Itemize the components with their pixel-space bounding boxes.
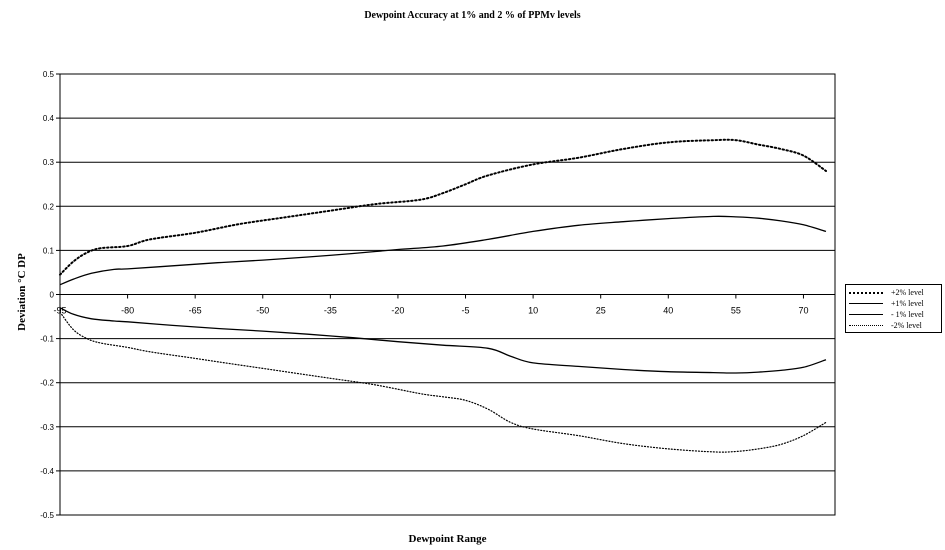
legend-label: -2% level bbox=[891, 321, 922, 330]
x-tick-label: 70 bbox=[798, 306, 808, 316]
y-tick-label: 0.4 bbox=[43, 114, 55, 123]
legend-item-plus-2: +2% level bbox=[849, 287, 938, 298]
x-tick-label: 25 bbox=[596, 306, 606, 316]
x-tick-label: -35 bbox=[324, 306, 337, 316]
y-tick-label: -0.4 bbox=[40, 467, 54, 476]
legend-swatch-solid bbox=[849, 314, 883, 315]
y-tick-label: -0.1 bbox=[40, 335, 54, 344]
x-tick-label: -5 bbox=[462, 306, 470, 316]
y-tick-label: 0.3 bbox=[43, 158, 55, 167]
y-tick-label: -0.5 bbox=[40, 511, 54, 520]
legend: +2% level +1% level - 1% level -2% level bbox=[845, 284, 942, 333]
x-tick-label: -80 bbox=[121, 306, 134, 316]
series-group bbox=[59, 138, 827, 453]
y-axis-label: Deviation °C DP bbox=[16, 253, 28, 331]
y-tick-label: -0.2 bbox=[40, 379, 54, 388]
x-tick-labels: -95 -80 -65 -50 -35 -20 -5 10 25 40 55 70 bbox=[53, 294, 808, 316]
legend-label: - 1% level bbox=[891, 310, 924, 319]
x-tick-label: -50 bbox=[256, 306, 269, 316]
legend-label: +2% level bbox=[891, 288, 924, 297]
legend-item-minus-1: - 1% level bbox=[849, 309, 938, 320]
legend-item-minus-2: -2% level bbox=[849, 320, 938, 331]
chart-title: Dewpoint Accuracy at 1% and 2 % of PPMv … bbox=[364, 10, 581, 21]
y-tick-label: 0.1 bbox=[43, 246, 55, 255]
x-tick-label: 10 bbox=[528, 306, 538, 316]
series-line-0 bbox=[59, 138, 827, 276]
legend-label: +1% level bbox=[891, 299, 924, 308]
y-tick-label: -0.3 bbox=[40, 423, 54, 432]
x-tick-label: 55 bbox=[731, 306, 741, 316]
y-tick-label: 0.5 bbox=[43, 70, 55, 79]
y-tick-label: 0 bbox=[50, 291, 55, 300]
x-tick-label: -95 bbox=[53, 306, 66, 316]
legend-swatch-dotted-heavy bbox=[849, 291, 883, 294]
series-line-2 bbox=[59, 307, 827, 374]
x-axis-label: Dewpoint Range bbox=[408, 533, 487, 545]
y-tick-labels: 0.5 0.4 0.3 0.2 0.1 0 -0.1 -0.2 -0.3 -0.4 -0.5 bbox=[40, 70, 54, 520]
legend-swatch-dotted-light bbox=[849, 325, 883, 326]
y-tick-label: 0.2 bbox=[43, 202, 55, 211]
series-line-1 bbox=[59, 215, 827, 286]
legend-swatch-solid bbox=[849, 303, 883, 304]
x-tick-label: -65 bbox=[189, 306, 202, 316]
legend-item-plus-1: +1% level bbox=[849, 298, 938, 309]
x-tick-label: 40 bbox=[663, 306, 673, 316]
x-tick-label: -20 bbox=[391, 306, 404, 316]
series-line-3 bbox=[59, 311, 827, 453]
